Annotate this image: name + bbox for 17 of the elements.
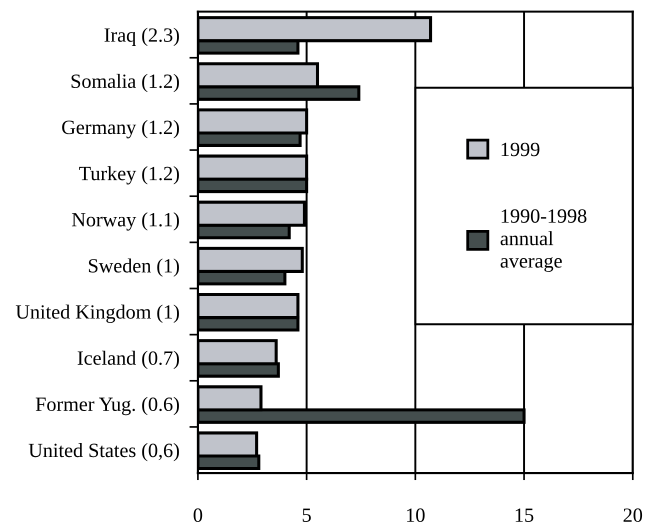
x-tick-label: 0 [194, 508, 202, 522]
y-tick-label: Norway (1.1) [72, 212, 179, 231]
y-tick-label: Former Yug. (0.6) [36, 396, 179, 416]
x-tick-label: 15 [516, 508, 534, 522]
y-tick-label: Iceland (0.7) [78, 350, 179, 369]
y-tick-label: United Kingdom (1) [16, 304, 179, 323]
x-tick-label: 20 [624, 508, 642, 522]
y-tick-label: Turkey (1.2) [79, 166, 179, 184]
y-tick-label: Sweden (1) [88, 258, 179, 277]
y-tick-label: United States (0,6) [28, 443, 179, 462]
y-tick-label: Iraq (2.3) [104, 28, 179, 46]
legend-label: 1990-1998 annual average [500, 209, 586, 272]
x-tick-label: 10 [407, 508, 425, 522]
x-tick-label: 5 [302, 508, 311, 522]
y-tick-label: Somalia (1.2) [72, 74, 179, 92]
y-tick-label: Germany (1.2) [62, 120, 179, 138]
legend-label: 1999 [502, 142, 540, 156]
